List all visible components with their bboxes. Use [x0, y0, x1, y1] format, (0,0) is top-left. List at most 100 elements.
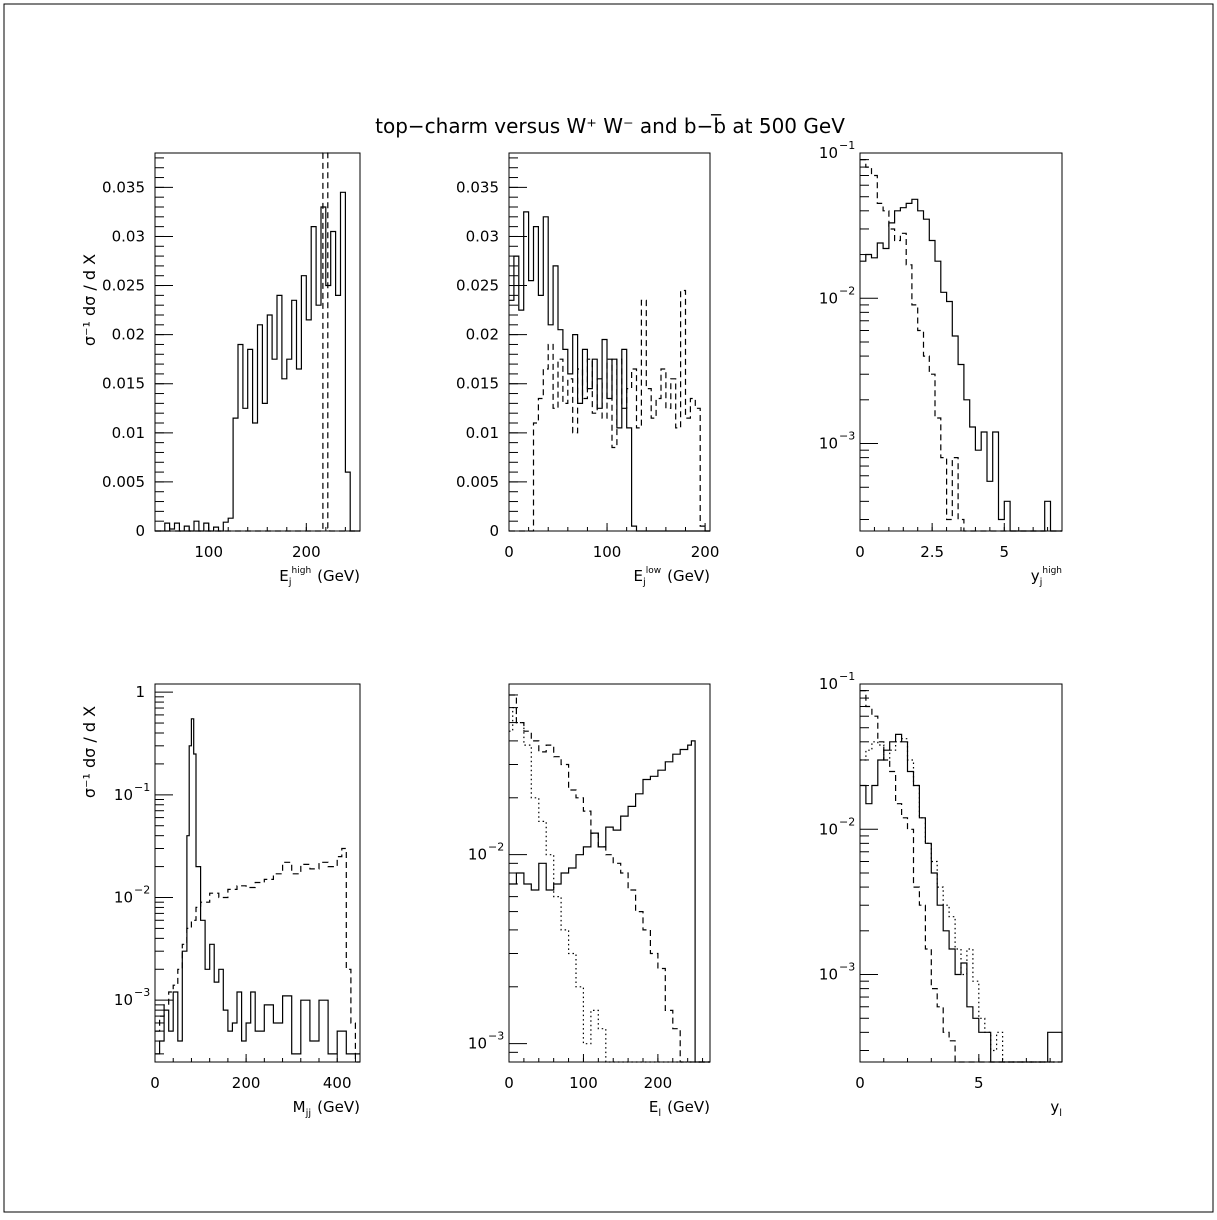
- x-axis-label-main-p3: y: [1031, 567, 1040, 585]
- y-tick-label-p1: 0.025: [102, 277, 145, 295]
- series-solid-p6: [860, 734, 1062, 1062]
- x-axis-label-p2: Ejlow (GeV): [634, 566, 710, 588]
- y-tick-label-p6: 10: [819, 966, 838, 984]
- y-tick-label-p2: 0.035: [456, 178, 499, 196]
- x-tick-label-p1: 200: [292, 543, 321, 561]
- y-tick-label-p2: 0: [489, 522, 499, 540]
- series-solid-p1: [155, 192, 360, 531]
- axes-frame-p3: [860, 153, 1062, 531]
- y-axis-title-top: σ⁻¹ dσ / d X: [80, 254, 99, 346]
- y-tick-label-p1: 0: [135, 522, 145, 540]
- outer-border: [4, 4, 1213, 1212]
- y-tick-label-p3: 10: [819, 144, 838, 162]
- y-tick-exponent-p5: −3: [488, 1030, 504, 1043]
- y-tick-label-p1: 0.035: [102, 178, 145, 196]
- x-tick-label-p2: 0: [504, 543, 514, 561]
- series-solid-p5: [509, 741, 710, 1062]
- y-tick-label-p1: 0.03: [112, 227, 145, 245]
- y-tick-exponent-p6: −1: [839, 670, 855, 683]
- y-tick-label-p2: 0.015: [456, 375, 499, 393]
- series-dashed-p3: [860, 160, 1062, 531]
- y-tick-label-p4: 10: [114, 991, 133, 1009]
- y-tick-label-p4: 10: [114, 888, 133, 906]
- x-tick-label-p5: 200: [644, 1074, 673, 1092]
- y-tick-label-p2: 0.03: [466, 227, 499, 245]
- y-tick-exponent-p3: −3: [839, 430, 855, 443]
- x-axis-label-sup-p3: high: [1042, 566, 1062, 576]
- x-axis-label-main-p1: E: [279, 567, 288, 585]
- series-solid-p4: [155, 719, 360, 1054]
- y-tick-label-p6: 10: [819, 675, 838, 693]
- x-axis-label-p6: yl: [1050, 1098, 1062, 1119]
- y-tick-label-p1: 0.02: [112, 326, 145, 344]
- series-dashed-p2: [509, 291, 710, 532]
- axes-frame-p6: [860, 684, 1062, 1062]
- x-axis-label-p4: Mjj (GeV): [293, 1098, 360, 1119]
- x-tick-label-p5: 0: [504, 1074, 514, 1092]
- x-tick-label-p2: 200: [691, 543, 720, 561]
- x-tick-label-p4: 400: [323, 1074, 352, 1092]
- y-tick-label-p2: 0.01: [466, 424, 499, 442]
- x-axis-label-sub-p5: l: [658, 1108, 661, 1119]
- x-axis-label-unit-p2: (GeV): [667, 567, 710, 585]
- x-tick-label-p3: 2.5: [920, 543, 944, 561]
- x-tick-label-p5: 100: [569, 1074, 598, 1092]
- y-tick-exponent-p4: −3: [134, 986, 150, 999]
- panel-p1: 100 200 0 0.005 0.01 0.015 0.02 0.025 0.03 0.035 E…: [102, 153, 360, 588]
- y-tick-exponent-p6: −3: [839, 961, 855, 974]
- y-tick-exponent-p5: −2: [488, 841, 504, 854]
- y-tick-exponent-p4: −2: [134, 883, 150, 896]
- axes-frame-p2: [509, 153, 710, 531]
- x-tick-label-p3: 5: [1000, 543, 1010, 561]
- x-axis-label-p1: Ejhigh (GeV): [279, 566, 360, 588]
- y-tick-label-p5: 10: [468, 1035, 487, 1053]
- x-axis-label-p3: yjhigh: [1031, 566, 1062, 588]
- y-tick-label-p3: 10: [819, 289, 838, 307]
- x-axis-label-unit-p5: (GeV): [667, 1098, 710, 1116]
- x-axis-label-main-p6: y: [1050, 1098, 1059, 1116]
- x-axis-label-unit-p1: (GeV): [317, 567, 360, 585]
- y-tick-label-p6: 10: [819, 820, 838, 838]
- panel-p6: 0 510−310−210 −1yl: [819, 670, 1062, 1119]
- y-tick-exponent-p3: −1: [839, 139, 855, 152]
- y-tick-label-p1: 0.015: [102, 375, 145, 393]
- x-axis-label-unit-p4: (GeV): [317, 1098, 360, 1116]
- x-tick-label-p3: 0: [855, 543, 865, 561]
- x-axis-label-p5: El (GeV): [649, 1098, 710, 1119]
- x-axis-label-sub-p1: j: [288, 577, 292, 588]
- y-tick-label-p1: 0.01: [112, 424, 145, 442]
- x-tick-label-p2: 100: [593, 543, 622, 561]
- y-tick-label-p2: 0.02: [466, 326, 499, 344]
- x-axis-label-main-p2: E: [634, 567, 643, 585]
- x-tick-label-p6: 0: [855, 1074, 865, 1092]
- x-axis-label-main-p4: M: [293, 1098, 306, 1116]
- x-axis-label-sub-p3: j: [1039, 577, 1043, 588]
- x-tick-label-p4: 200: [232, 1074, 261, 1092]
- figure-title: top−charm versus W⁺ W⁻ and b−b̅ at 500 G…: [375, 113, 845, 138]
- y-tick-exponent-p3: −2: [839, 284, 855, 297]
- x-axis-label-main-p5: E: [649, 1098, 658, 1116]
- y-tick-label-p4: 10: [114, 786, 133, 804]
- y-tick-label-p2: 0.025: [456, 277, 499, 295]
- y-tick-label-p5: 10: [468, 846, 487, 864]
- x-axis-label-sub-p6: l: [1059, 1108, 1062, 1119]
- y-axis-title-bottom: σ⁻¹ dσ / d X: [80, 706, 99, 798]
- x-axis-label-sup-p1: high: [292, 566, 312, 576]
- y-tick-label-p3: 10: [819, 435, 838, 453]
- series-dotted-p6: [860, 739, 1062, 1062]
- y-tick-exponent-p6: −2: [839, 815, 855, 828]
- series-solid-p2: [509, 212, 710, 531]
- x-tick-label-p4: 0: [150, 1074, 160, 1092]
- axes-frame-p4: [155, 684, 360, 1062]
- panels-group: 100 20000.0050.010.0150.020.0250.030.035E…: [102, 139, 1062, 1119]
- x-axis-label-sub-p2: j: [642, 577, 646, 588]
- x-axis-label-sub-p4: jj: [305, 1108, 312, 1119]
- y-tick-exponent-p4: −1: [134, 781, 150, 794]
- series-dashed-p4: [155, 849, 360, 1063]
- x-tick-label-p1: 100: [194, 543, 223, 561]
